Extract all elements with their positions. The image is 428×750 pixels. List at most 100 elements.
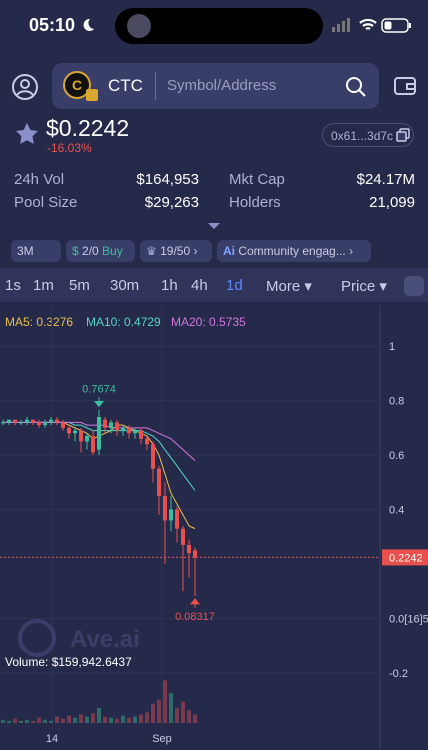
stat-value: $29,263 [144, 194, 199, 211]
settings-icon[interactable] [404, 276, 424, 296]
score: 19/50 [160, 244, 191, 258]
high-label: 0.7674 [82, 384, 116, 396]
timeframe[interactable]: 1d [226, 277, 243, 294]
timeframe[interactable]: 1s [5, 277, 21, 294]
y-tick-label: 0.8 [389, 396, 404, 408]
address-pill[interactable]: 0x61...3d7c [322, 123, 414, 147]
volume-bar [19, 720, 23, 723]
dynamic-island [115, 8, 323, 44]
search-bar[interactable]: C CTC Symbol/Address [52, 63, 379, 109]
candle-body [13, 419, 17, 423]
timeframe[interactable]: 30m [110, 277, 140, 294]
candle-body [139, 430, 143, 439]
wallet-icon[interactable] [393, 75, 417, 97]
stat-label: Pool Size [14, 194, 78, 211]
y-tick-label: -0.2 [389, 668, 408, 680]
volume-bar [97, 708, 101, 723]
volume-bar [175, 708, 179, 723]
profile-icon[interactable] [11, 73, 39, 101]
star-icon[interactable] [14, 121, 40, 147]
x-tick-label: 14 [46, 733, 58, 745]
y-tick-label: 1 [389, 341, 395, 353]
crown-icon: ♛ [146, 244, 161, 258]
token-address: 0x61...3d7c [331, 129, 394, 143]
volume-bar [31, 720, 35, 723]
volume-label: Volume: $159,942.6437 [5, 655, 132, 669]
candle-body [169, 509, 173, 521]
candle-body [115, 422, 119, 431]
timeframe[interactable]: 5m [69, 277, 90, 294]
volume-bar [181, 701, 185, 723]
divider [155, 72, 156, 100]
volume-bar [79, 714, 83, 723]
candle-body [73, 430, 77, 434]
trades-tag[interactable]: $ 2/0 Buy [66, 240, 135, 262]
x-tick-label: Sep [152, 733, 172, 745]
volume-bar [109, 717, 113, 723]
timeframe[interactable]: 1h [161, 277, 178, 294]
candle-body [193, 550, 197, 558]
candle-body [175, 509, 179, 529]
volume-bar [25, 719, 29, 723]
more: More [266, 278, 301, 295]
expand-arrow[interactable] [207, 222, 221, 230]
volume-bar [169, 693, 173, 723]
volume-bar [43, 719, 47, 723]
svg-text:C: C [72, 77, 82, 93]
ai-icon: Ai [223, 244, 239, 258]
timeframe[interactable]: 4h [191, 277, 208, 294]
coin-logo: C [63, 71, 98, 101]
volume-bar [157, 699, 161, 723]
candle-body [67, 427, 71, 434]
candle-body [181, 528, 185, 545]
candle-body [109, 422, 113, 428]
current-price-box [382, 549, 428, 566]
volume-bar [163, 680, 167, 723]
candle-body [61, 422, 65, 428]
candle-body [127, 427, 131, 434]
search-icon[interactable] [345, 76, 367, 98]
community-tag[interactable]: Ai Community engag... › [217, 240, 371, 262]
volume-bar [145, 712, 149, 723]
volume-bar [151, 703, 155, 723]
volume-bar [133, 716, 137, 723]
volume-bar [1, 719, 5, 723]
price-button[interactable]: Price ▾ [341, 278, 387, 295]
coin-symbol: CTC [108, 76, 143, 95]
price-mode: Price [341, 278, 376, 295]
score-tag[interactable]: ♛ 19/50 › [140, 240, 212, 262]
copy-icon[interactable] [396, 128, 410, 142]
candle-body [85, 436, 89, 442]
timeframe-bar [0, 268, 428, 302]
clock: 05:10 [29, 15, 76, 35]
candle-body [79, 430, 83, 442]
price-change: -16.03% [47, 141, 92, 155]
stat-value: 21,099 [369, 194, 415, 211]
volume-bar [73, 717, 77, 723]
candle-body [145, 438, 149, 445]
volume-bar [61, 718, 65, 723]
y-tick-label: 0.0[16]5 [389, 613, 428, 625]
volume-bar [37, 717, 41, 723]
status-icons [332, 18, 411, 33]
candle-body [133, 430, 137, 434]
candle-body [19, 422, 23, 424]
volume-bar [67, 715, 71, 723]
candle-body [25, 419, 29, 423]
volume-bar [187, 710, 191, 723]
volume-bar [7, 720, 11, 723]
volume-bar [85, 716, 89, 723]
stat-label: Mkt Cap [229, 171, 285, 188]
y-tick-label: 0.4 [389, 505, 404, 517]
candle-body [55, 419, 59, 423]
current-price-label: 0.2242 [389, 552, 423, 564]
trades: 2/0 [82, 244, 99, 258]
y-tick-label: 0.6 [389, 450, 404, 462]
timeframe[interactable]: 1m [33, 277, 54, 294]
ma-legend: MA5: 0.3276 [5, 315, 74, 329]
candle-body [97, 416, 101, 450]
more-button[interactable]: More ▾ [266, 278, 312, 295]
moon-icon [83, 18, 94, 31]
